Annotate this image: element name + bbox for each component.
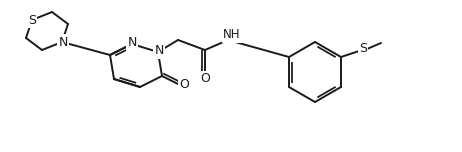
Text: S: S — [28, 14, 36, 26]
Text: N: N — [128, 36, 137, 50]
Text: NH: NH — [223, 29, 241, 41]
Text: S: S — [359, 43, 367, 55]
Text: N: N — [58, 36, 68, 48]
Text: O: O — [179, 78, 189, 92]
Text: N: N — [154, 45, 164, 57]
Text: O: O — [200, 73, 210, 85]
